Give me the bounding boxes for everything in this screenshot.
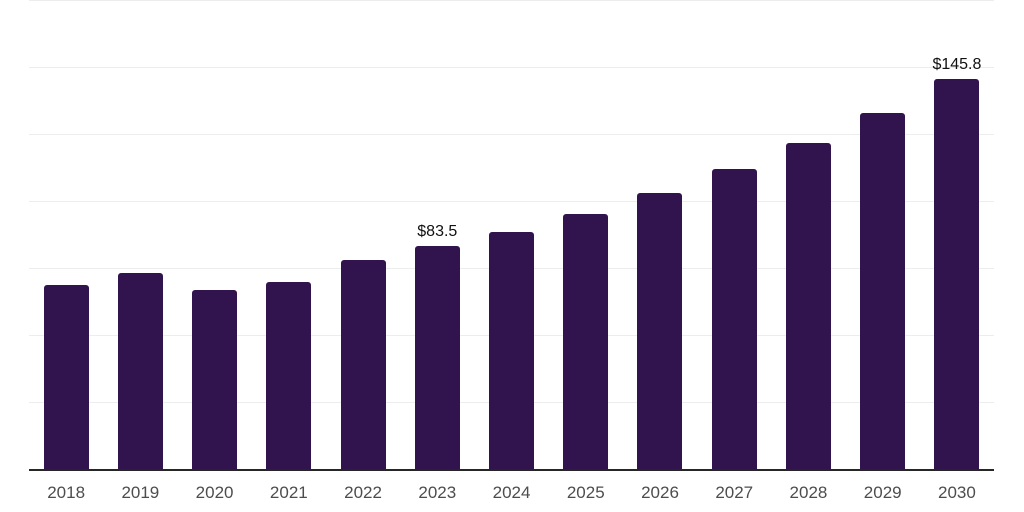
- x-tick-label-2024: 2024: [492, 483, 531, 502]
- x-tick-label-2027: 2027: [715, 483, 754, 502]
- bar-slot-2019: [103, 1, 177, 470]
- bars-layer: $83.5 $145.8: [29, 1, 994, 470]
- bar-slot-2028: [771, 1, 845, 470]
- bar-slot-2029: [846, 1, 920, 470]
- x-tick-label-2019: 2019: [121, 483, 160, 502]
- bar-slot-2030: $145.8: [920, 1, 994, 470]
- x-tick-label-2026: 2026: [641, 483, 679, 502]
- bar-slot-2021: [252, 1, 326, 470]
- gridline-100: [29, 201, 994, 202]
- bar-2021: [266, 282, 312, 470]
- x-tick-label-2018: 2018: [47, 483, 86, 502]
- gridline-175: [29, 0, 994, 1]
- bar-2019: [117, 273, 163, 470]
- bar-2030: [934, 79, 980, 470]
- bar-slot-2024: [474, 1, 548, 470]
- bar-slot-2027: [697, 1, 771, 470]
- plot-area: $83.5 $145.8: [29, 0, 994, 470]
- x-tick-label-2021: 2021: [269, 483, 308, 502]
- x-tick-label-2030: 2030: [938, 483, 976, 502]
- bar-2024: [489, 231, 535, 470]
- bar-slot-2018: [29, 1, 103, 470]
- gridline-150: [29, 67, 994, 68]
- x-axis-line: [29, 469, 994, 471]
- bar-2029: [860, 113, 906, 470]
- x-tick-label-2022: 2022: [344, 483, 382, 502]
- bar-2020: [192, 289, 238, 470]
- bar-2027: [711, 169, 757, 470]
- bar-slot-2023: $83.5: [400, 1, 474, 470]
- bar-2018: [43, 284, 89, 470]
- x-tick-label-2023: 2023: [418, 483, 457, 502]
- bar-2025: [563, 213, 609, 470]
- x-tick-label-2029: 2029: [863, 483, 902, 502]
- x-tick-label-2025: 2025: [566, 483, 605, 502]
- bar-2028: [785, 143, 831, 470]
- bar-2023: [414, 246, 460, 470]
- bar-slot-2025: [549, 1, 623, 470]
- bar-value-label-2030: $145.8: [932, 56, 982, 74]
- x-axis-labels: 2018 2019 2020 2021 2022 2023 2024 2025 2026 2027…: [29, 483, 994, 503]
- bar-2026: [637, 193, 683, 470]
- gridline-125: [29, 134, 994, 135]
- bar-slot-2026: [623, 1, 697, 470]
- bar-value-label-2023: $83.5: [417, 223, 458, 241]
- bar-slot-2022: [326, 1, 400, 470]
- bar-slot-2020: [177, 1, 251, 470]
- x-tick-label-2020: 2020: [195, 483, 234, 502]
- x-tick-label-2028: 2028: [789, 483, 828, 502]
- bar-2022: [340, 260, 386, 470]
